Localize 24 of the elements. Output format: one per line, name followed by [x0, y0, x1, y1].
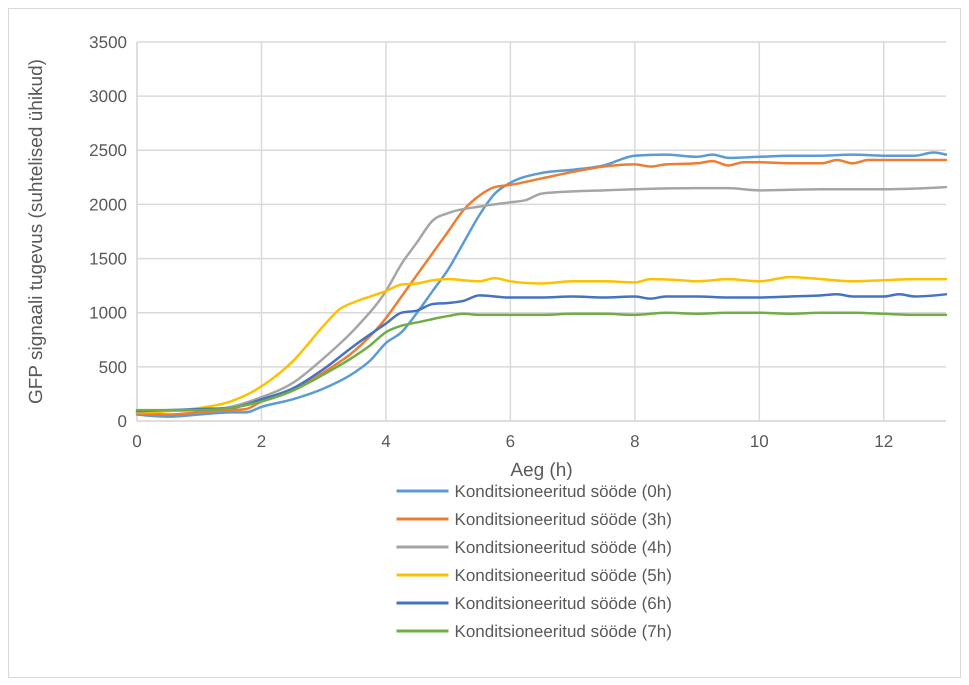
- y-tick-label: 2500: [89, 141, 127, 160]
- x-tick-label: 0: [132, 432, 142, 451]
- x-tick-label: 6: [506, 432, 516, 451]
- legend-label: Konditsioneeritud sööde (7h): [454, 622, 672, 641]
- legend-label: Konditsioneeritud sööde (3h): [454, 510, 672, 529]
- x-tick-label: 12: [874, 432, 894, 451]
- line-series: [136, 311, 948, 412]
- y-tick-label: 500: [98, 358, 127, 377]
- x-tick-label: 8: [630, 432, 640, 451]
- y-tick-label: 1000: [89, 304, 127, 323]
- y-tick-label: 0: [118, 412, 127, 431]
- x-axis-title: Aeg (h): [510, 460, 573, 481]
- y-tick-label: 1500: [89, 250, 127, 269]
- legend-label: Konditsioneeritud sööde (4h): [454, 538, 672, 557]
- x-tick-label: 4: [381, 432, 391, 451]
- legend-label: Konditsioneeritud sööde (6h): [454, 594, 672, 613]
- y-tick-label: 3500: [89, 32, 127, 52]
- legend-label: Konditsioneeritud sööde (5h): [454, 566, 672, 585]
- x-tick-label: 2: [256, 432, 266, 451]
- y-tick-label: 2000: [89, 195, 127, 214]
- legend-label: Konditsioneeritud sööde (0h): [454, 482, 672, 501]
- y-axis-title: GFP signaali tugevus (suhtelised ühikud): [26, 58, 47, 404]
- x-tick-label: 10: [750, 432, 769, 451]
- y-tick-label: 3000: [89, 87, 127, 106]
